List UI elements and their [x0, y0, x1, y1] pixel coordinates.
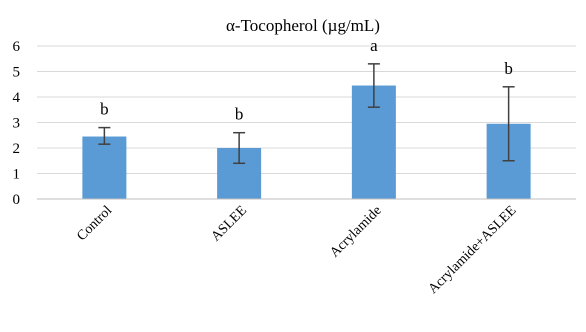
x-category-label: ASLEE [209, 203, 250, 244]
significance-label: a [370, 36, 378, 55]
gridlines [37, 45, 576, 174]
significance-label: b [235, 105, 244, 124]
y-tick-label: 6 [13, 39, 21, 55]
bar [82, 136, 127, 199]
y-tick-label: 0 [13, 192, 21, 208]
significance-labels: b b a b [100, 36, 513, 124]
error-bar [98, 126, 111, 145]
significance-label: b [100, 100, 109, 119]
y-tick-label: 5 [13, 65, 21, 81]
x-category-label: Acrylamide+ASLEE [426, 203, 520, 297]
error-bars [98, 63, 515, 165]
y-tick-label: 4 [13, 90, 21, 106]
bars [82, 85, 531, 199]
y-tick-label: 1 [13, 167, 21, 183]
category-labels: Control ASLEE Acrylamide Acrylamide+ASLEE [74, 203, 519, 297]
chart-title: α-Tocopherol (µg/mL) [226, 16, 380, 35]
y-axis-ticks: 0 1 2 3 4 5 6 [13, 39, 21, 208]
x-category-label: Acrylamide [327, 203, 384, 260]
significance-label: b [504, 59, 513, 78]
y-tick-label: 3 [13, 116, 21, 132]
error-bar [233, 131, 246, 165]
error-bar [502, 86, 515, 162]
y-tick-label: 2 [13, 141, 21, 157]
x-category-label: Control [74, 203, 115, 244]
error-bar [367, 63, 380, 108]
